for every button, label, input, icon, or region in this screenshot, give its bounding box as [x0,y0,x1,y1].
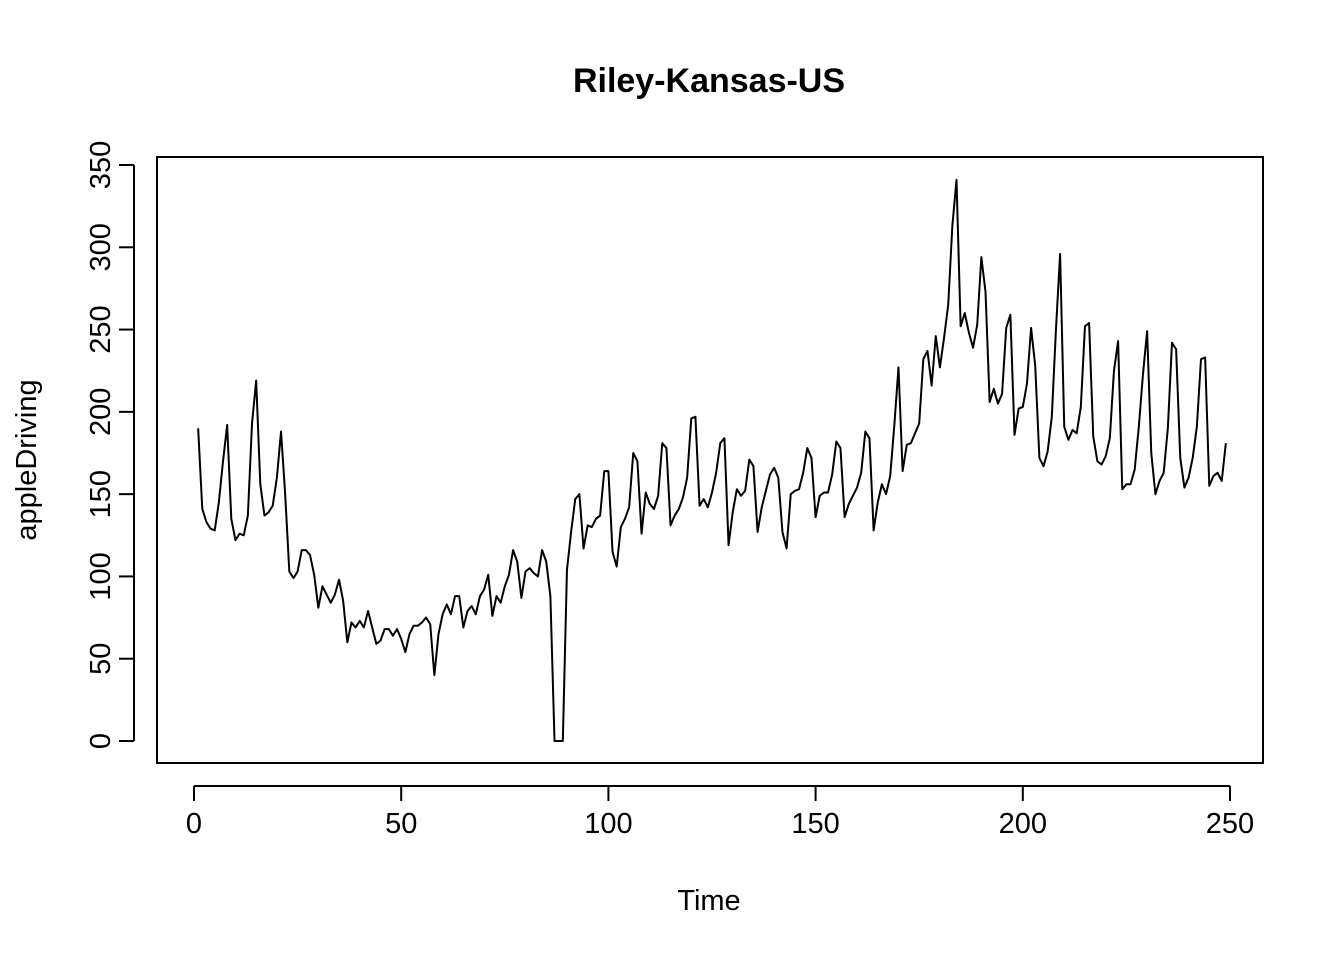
plot-frame [156,156,1264,764]
y-axis-label: appleDriving [11,379,43,540]
chart-title: Riley-Kansas-US [573,62,845,100]
x-tick-label: 0 [186,808,202,840]
x-tick-label: 200 [999,808,1047,840]
series-line [197,178,1227,742]
x-axis-label: Time [677,885,740,917]
y-axis: 0 50 100 150 200 250 300 350 [85,141,135,749]
x-tick-label: 150 [791,808,839,840]
x-axis: 0 50 100 150 200 250 [186,785,1254,840]
y-tick-label: 350 [85,141,117,189]
y-tick-label: 150 [85,470,117,518]
y-tick-label: 300 [85,223,117,271]
x-tick-label: 100 [584,808,632,840]
x-tick-label: 250 [1206,808,1254,840]
series-layer [197,178,1227,742]
x-tick-label: 50 [385,808,417,840]
y-tick-label: 100 [85,552,117,600]
y-tick-label: 250 [85,305,117,353]
y-tick-label: 0 [85,733,117,749]
y-tick-label: 200 [85,388,117,436]
y-tick-label: 50 [85,643,117,675]
